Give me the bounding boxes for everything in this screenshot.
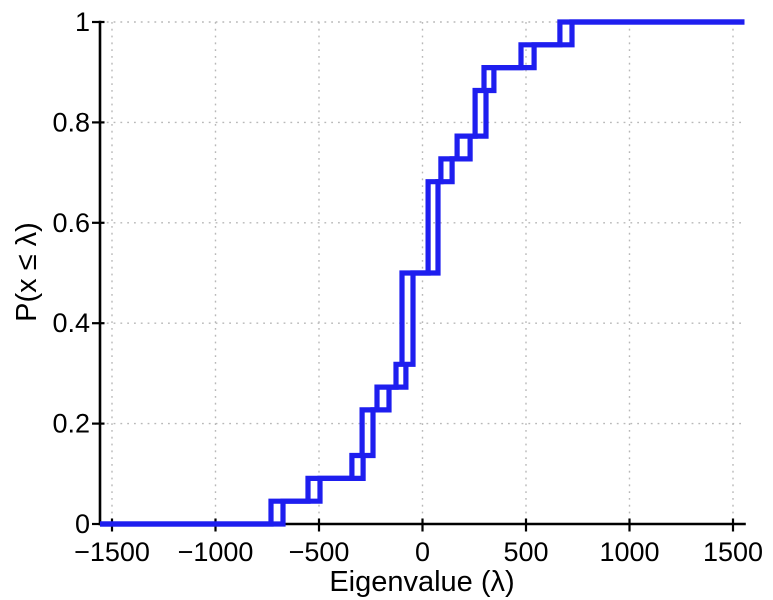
y-tick-label: 0 [75, 509, 90, 539]
y-tick-label: 0.2 [52, 409, 90, 439]
y-tick-label: 0.4 [52, 308, 90, 338]
x-tick-label: 0 [415, 537, 430, 567]
y-tick-label: 0.8 [52, 107, 90, 137]
y-tick-label: 1 [75, 7, 90, 37]
y-tick-label: 0.6 [52, 208, 90, 238]
x-axis-label: Eigenvalue (λ) [329, 566, 514, 598]
ecdf-series-2-step-line [100, 19, 745, 527]
x-tick-label: 1500 [703, 537, 763, 567]
y-axis-label: P(x ≤ λ) [11, 222, 43, 322]
tick-label-layer: −1500 −1000 −500 0 500 1000 1500 0 0.2 0.4 0.6 0.8 1 [52, 7, 763, 567]
x-tick-label: −500 [289, 537, 350, 567]
x-tick-label: 1000 [599, 537, 659, 567]
x-tick-label: −1000 [178, 537, 254, 567]
x-tick-label: 500 [503, 537, 548, 567]
x-tick-label: −1500 [74, 537, 150, 567]
curve-layer [100, 19, 745, 527]
axis-layer [92, 20, 746, 532]
